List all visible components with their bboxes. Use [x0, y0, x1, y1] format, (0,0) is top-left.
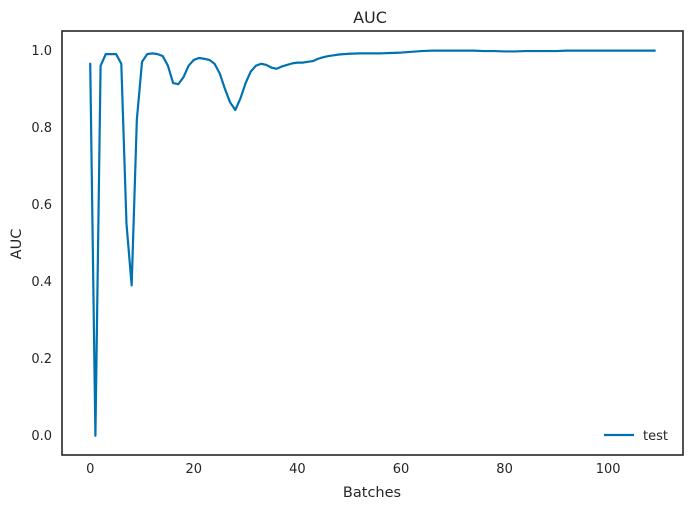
- x-axis-label: Batches: [343, 485, 401, 501]
- x-tick-label: 40: [289, 462, 306, 477]
- y-tick-label: 0.8: [31, 121, 52, 136]
- x-tick-label: 100: [596, 462, 621, 477]
- x-tick-label: 20: [186, 462, 203, 477]
- plot-series-group: [89, 49, 656, 437]
- legend-label-test: test: [643, 429, 668, 444]
- x-tick-label: 60: [393, 462, 410, 477]
- y-axis-label: AUC: [9, 229, 25, 260]
- x-tick-label: 0: [86, 462, 94, 477]
- x-tick-label: 80: [496, 462, 513, 477]
- y-tick-label: 0.6: [31, 198, 52, 213]
- x-axis-ticks: 0 20 40 60 80 100: [86, 462, 620, 477]
- y-axis-ticks: 0.0 0.2 0.4 0.6 0.8 1.0: [31, 44, 52, 444]
- series-line-test: [89, 49, 656, 437]
- chart-title: AUC: [353, 8, 387, 27]
- y-tick-label: 0.4: [31, 275, 52, 290]
- y-tick-label: 1.0: [31, 44, 52, 59]
- y-tick-label: 0.0: [31, 429, 52, 444]
- legend: test: [604, 429, 668, 444]
- plot-frame: [61, 30, 684, 456]
- y-tick-label: 0.2: [31, 352, 52, 367]
